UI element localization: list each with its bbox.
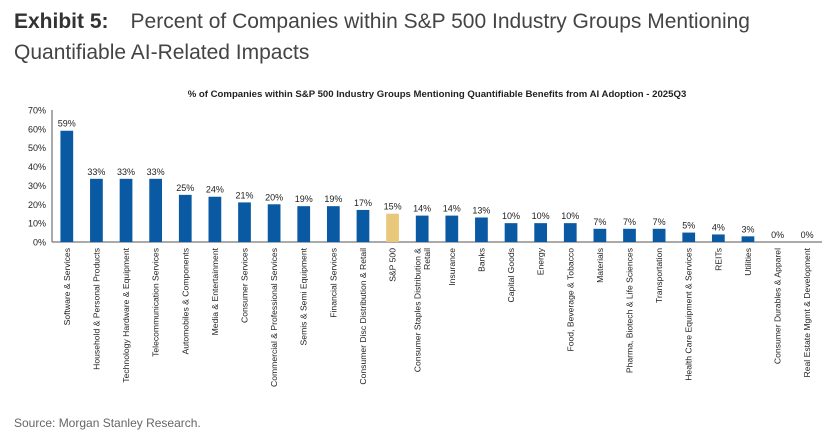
- category-label: Financial Services: [328, 248, 338, 318]
- y-tick-label: 0%: [33, 238, 46, 248]
- data-label: 3%: [741, 224, 754, 234]
- data-label: 10%: [502, 211, 520, 221]
- category-label: REITs: [713, 248, 723, 271]
- y-tick-label: 20%: [28, 200, 46, 210]
- category-label: Automobiles & Components: [180, 248, 190, 355]
- category-label: Telecommunication Services: [151, 248, 161, 357]
- data-label: 5%: [682, 221, 695, 231]
- data-label: 17%: [354, 198, 372, 208]
- data-label: 0%: [801, 230, 814, 240]
- y-tick-label: 30%: [28, 181, 46, 191]
- bar: [178, 194, 192, 242]
- data-label: 7%: [653, 217, 666, 227]
- bar: [326, 206, 340, 242]
- source-note: Source: Morgan Stanley Research.: [14, 416, 201, 430]
- data-label: 33%: [147, 167, 165, 177]
- data-label: 21%: [235, 190, 253, 200]
- bar: [504, 223, 518, 242]
- category-label: Consumer Durables & Apparel: [773, 248, 783, 364]
- category-label: Utilities: [743, 248, 753, 276]
- bar: [563, 223, 577, 242]
- category-label: Pharma, Biotech & Life Sciences: [625, 248, 635, 373]
- bar: [238, 202, 251, 242]
- data-label: 20%: [265, 192, 283, 202]
- category-label: Energy: [536, 247, 546, 275]
- y-tick-label: 40%: [28, 162, 46, 172]
- data-label: 14%: [443, 204, 461, 214]
- category-label: Transportation: [654, 248, 664, 303]
- category-label: Insurance: [447, 248, 457, 286]
- bar: [267, 204, 281, 242]
- category-label: Consumer Services: [240, 248, 250, 323]
- data-label: 33%: [87, 167, 105, 177]
- category-label: Banks: [476, 248, 486, 272]
- data-label: 4%: [712, 222, 725, 232]
- category-label: Food, Beverage & Tobacco: [565, 248, 575, 352]
- data-label: 10%: [532, 211, 550, 221]
- category-label: Capital Goods: [506, 248, 516, 302]
- category-label: Household & Personal Products: [91, 248, 101, 370]
- data-label: 19%: [324, 194, 342, 204]
- category-label: Software & Services: [62, 248, 72, 325]
- bar: [652, 228, 666, 242]
- bar: [593, 228, 607, 242]
- bar: [297, 206, 311, 242]
- data-label: 7%: [593, 217, 606, 227]
- bar: [386, 213, 399, 242]
- y-tick-label: 50%: [28, 143, 46, 153]
- data-label: 13%: [472, 205, 490, 215]
- exhibit-title: Exhibit 5: Percent of Companies within S&…: [14, 6, 814, 68]
- data-label: 14%: [413, 204, 431, 214]
- exhibit-label: Exhibit 5:: [14, 10, 109, 33]
- bar-chart: % of Companies within S&P 500 Industry G…: [28, 89, 822, 387]
- category-label: Media & Entertainment: [210, 247, 220, 335]
- bar: [356, 209, 370, 242]
- category-label: Commercial & Professional Services: [269, 248, 279, 387]
- data-label: 19%: [295, 194, 313, 204]
- bar: [90, 178, 103, 242]
- bar: [711, 234, 725, 242]
- category-label: Semis & Semi Equipment: [299, 247, 309, 345]
- data-label: 15%: [384, 202, 402, 212]
- bar: [149, 178, 163, 242]
- bar: [534, 223, 548, 242]
- bar: [475, 217, 488, 242]
- bar: [415, 215, 429, 242]
- data-label: 0%: [771, 230, 784, 240]
- data-label: 7%: [623, 217, 636, 227]
- data-label: 24%: [206, 185, 224, 195]
- y-tick-label: 70%: [28, 106, 46, 116]
- bar: [60, 130, 74, 242]
- data-label: 10%: [561, 211, 579, 221]
- category-label: Consumer Disc Distribution & Retail: [358, 248, 368, 385]
- category-label: Materials: [595, 248, 605, 283]
- data-label: 59%: [58, 119, 76, 129]
- data-label: 33%: [117, 167, 135, 177]
- bar: [445, 215, 459, 242]
- data-label: 25%: [176, 183, 194, 193]
- exhibit-title-text: Percent of Companies within S&P 500 Indu…: [14, 10, 750, 64]
- bar: [119, 178, 133, 242]
- category-label: Health Care Equipment & Services: [684, 248, 694, 381]
- bar: [682, 232, 696, 242]
- category-label: Consumer Staples Distribution &Retail: [412, 248, 432, 372]
- bar: [741, 236, 755, 242]
- bar: [623, 228, 636, 242]
- category-label: Technology Hardware & Equipment: [121, 247, 131, 382]
- chart-title: % of Companies within S&P 500 Industry G…: [188, 89, 687, 100]
- category-label: Real Estate Mgmt & Development: [802, 247, 812, 377]
- y-tick-label: 10%: [28, 219, 46, 229]
- bar: [208, 196, 222, 242]
- category-label: S&P 500: [388, 248, 398, 282]
- y-tick-label: 60%: [28, 124, 46, 134]
